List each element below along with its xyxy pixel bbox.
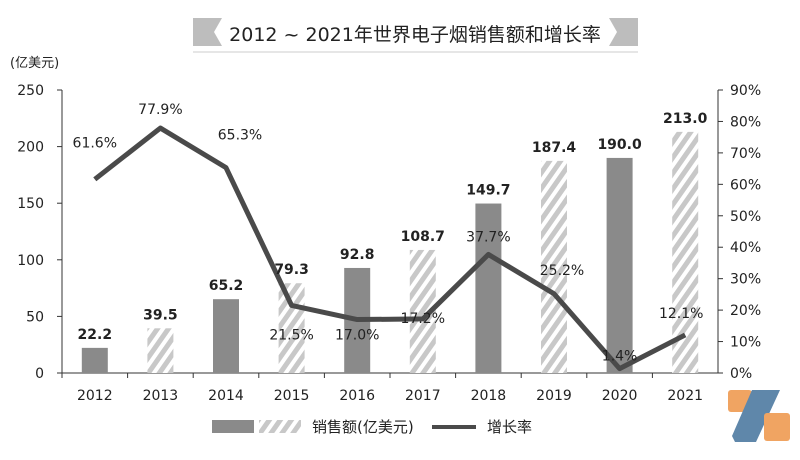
y2-tick-label: 40%	[730, 240, 761, 256]
x-tick-label: 2012	[77, 388, 113, 404]
growth-value-label: 65.3%	[218, 128, 262, 144]
x-tick-label: 2018	[471, 388, 507, 404]
y-tick-label: 50	[26, 309, 44, 325]
growth-value-label: 12.1%	[659, 306, 703, 322]
bar-2013	[147, 328, 173, 373]
growth-value-label: 21.5%	[269, 327, 313, 343]
legend-label-growth: 增长率	[487, 418, 532, 436]
bar-value-label: 190.0	[597, 137, 642, 153]
chart-title: 2012 ~ 2021年世界电子烟销售额和增长率	[229, 24, 601, 46]
x-tick-label: 2016	[339, 388, 375, 404]
bar-2020	[607, 158, 633, 373]
x-tick-label: 2017	[405, 388, 441, 404]
x-tick-label: 2013	[143, 388, 179, 404]
growth-value-label: 17.2%	[401, 311, 445, 327]
y-tick-label: 250	[17, 83, 44, 99]
bar-value-label: 22.2	[78, 327, 113, 343]
x-tick-label: 2015	[274, 388, 310, 404]
bar-2012	[82, 348, 108, 373]
y2-tick-label: 60%	[730, 177, 761, 193]
bar-value-label: 92.8	[340, 247, 375, 263]
bar-value-label: 79.3	[274, 262, 309, 278]
y2-tick-label: 90%	[730, 83, 761, 99]
y2-tick-label: 80%	[730, 114, 761, 130]
banner-right-ribbon	[609, 18, 638, 46]
y-axis-label: (亿美元)	[10, 56, 59, 71]
bar-value-label: 108.7	[401, 229, 445, 245]
legend-label-sales: 销售额(亿美元)	[312, 418, 414, 436]
growth-value-label: 77.9%	[138, 102, 182, 118]
bar-value-label: 39.5	[143, 307, 178, 323]
legend: 销售额(亿美元) 增长率	[212, 418, 532, 436]
growth-value-label: 1.4%	[602, 349, 638, 365]
y2-tick-label: 70%	[730, 146, 761, 162]
legend-swatch-solid	[212, 420, 254, 433]
y2-tick-label: 20%	[730, 303, 761, 319]
logo	[728, 390, 790, 442]
banner-left-ribbon	[193, 18, 222, 46]
bar-value-label: 65.2	[209, 278, 244, 294]
y-tick-label: 150	[17, 196, 44, 212]
growth-value-label: 25.2%	[540, 263, 584, 279]
y2-tick-label: 10%	[730, 335, 761, 351]
growth-value-label: 17.0%	[335, 328, 379, 344]
y2-tick-label: 50%	[730, 209, 761, 225]
y-tick-label: 200	[17, 140, 44, 156]
bar-value-label: 187.4	[532, 140, 577, 156]
bar-value-label: 213.0	[663, 111, 708, 127]
growth-value-label: 61.6%	[73, 135, 117, 151]
growth-value-label: 37.7%	[466, 229, 510, 245]
legend-swatch-hatched	[259, 420, 301, 433]
x-tick-label: 2021	[667, 388, 703, 404]
y-tick-label: 100	[17, 253, 44, 269]
x-tick-label: 2014	[208, 388, 244, 404]
y2-tick-label: 30%	[730, 272, 761, 288]
x-tick-label: 2019	[536, 388, 572, 404]
x-tick-label: 2020	[602, 388, 638, 404]
y2-tick-label: 0%	[730, 366, 752, 382]
y-tick-label: 0	[35, 366, 44, 382]
bar-2014	[213, 299, 239, 373]
bar-value-label: 149.7	[466, 183, 510, 199]
growth-rate-line	[95, 128, 685, 369]
title-banner: 2012 ~ 2021年世界电子烟销售额和增长率	[193, 18, 638, 52]
